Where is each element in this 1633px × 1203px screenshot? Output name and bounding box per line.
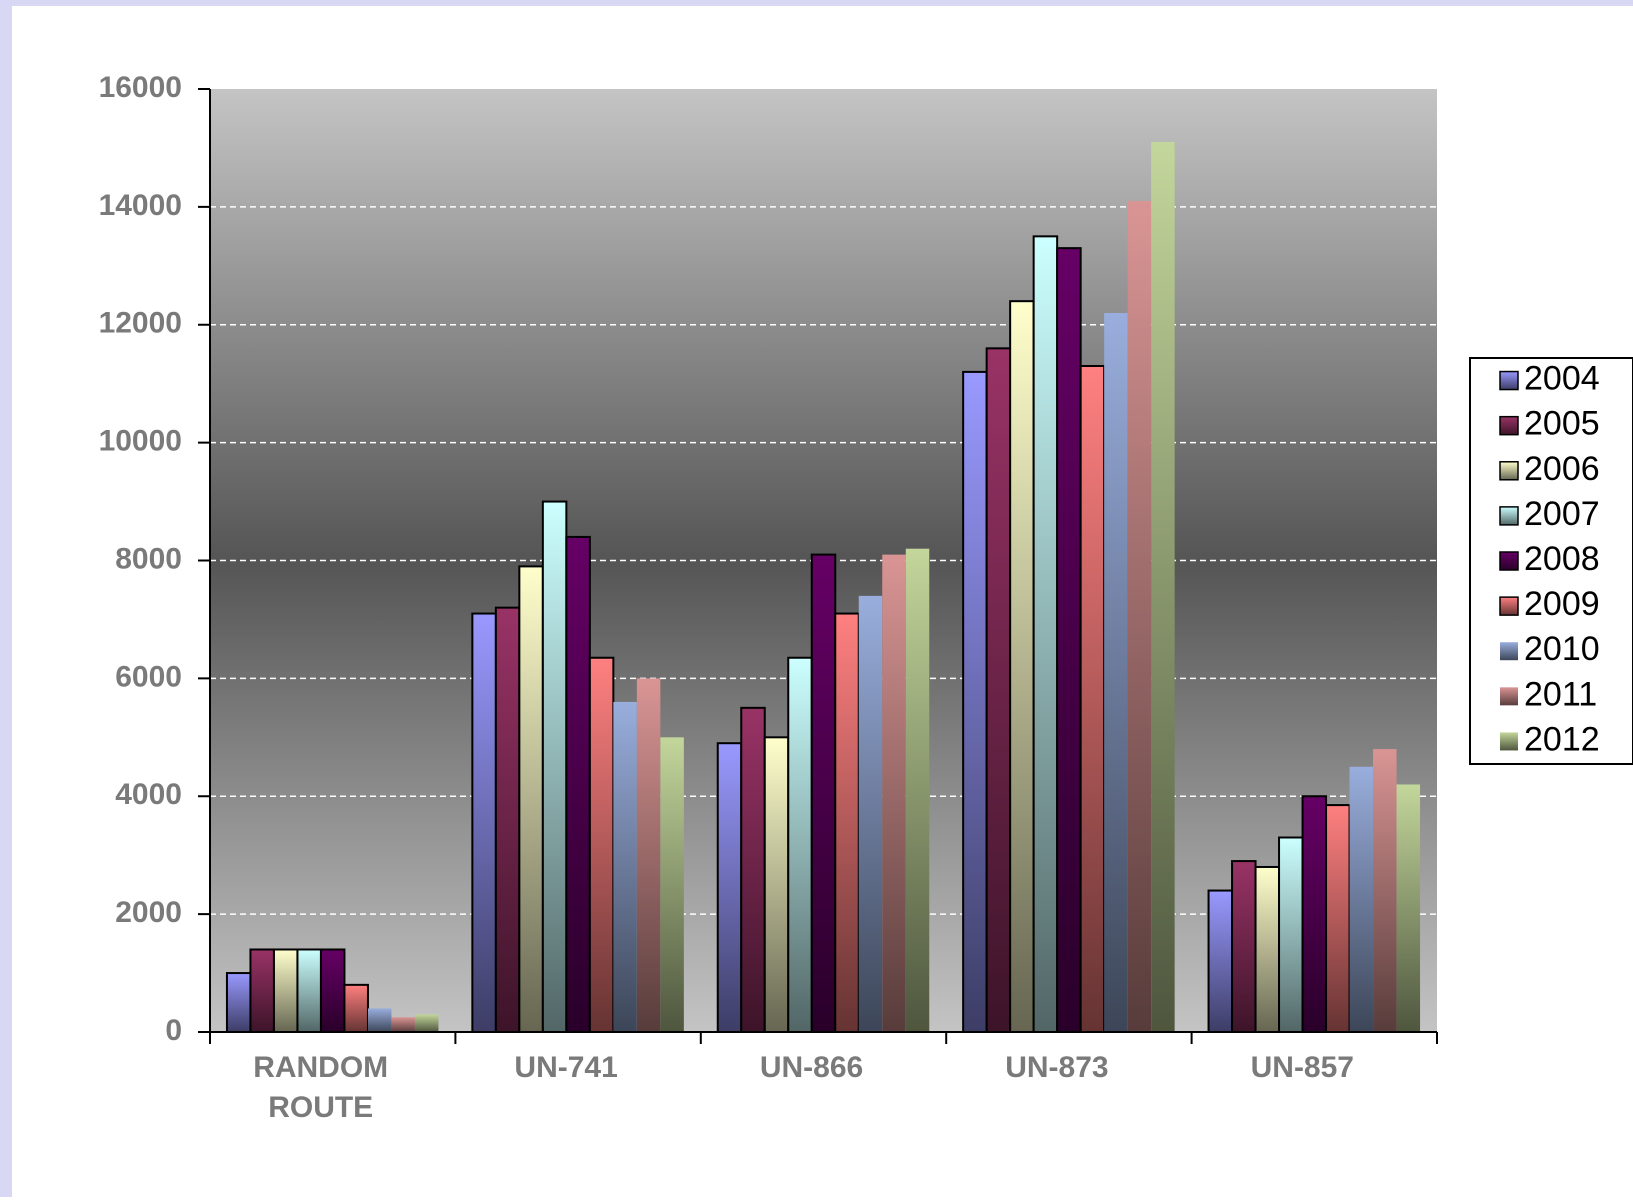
- legend-box: [1469, 357, 1633, 765]
- bar: [810, 553, 837, 1033]
- legend-swatch: [1499, 461, 1519, 481]
- bar: [1373, 749, 1397, 1032]
- legend-swatch: [1500, 687, 1518, 706]
- bar: [763, 736, 790, 1033]
- bar: [613, 701, 637, 1032]
- legend-swatch: [1500, 642, 1518, 661]
- bar: [367, 1008, 392, 1032]
- legend-label: 2010: [1524, 630, 1600, 668]
- x-tick-label: UN-857: [1250, 1051, 1354, 1084]
- bar: [985, 347, 1012, 1033]
- bar: [716, 742, 743, 1033]
- bar: [471, 612, 497, 1033]
- legend-swatch: [1499, 596, 1519, 616]
- y-tick-label: 12000: [99, 307, 182, 340]
- bar: [1325, 804, 1351, 1034]
- bar: [1278, 836, 1304, 1033]
- x-tick-label: UN-741: [514, 1051, 618, 1084]
- legend-swatch: [1499, 370, 1519, 391]
- bar: [660, 737, 684, 1032]
- bar: [1207, 889, 1234, 1033]
- bar: [518, 565, 544, 1033]
- legend-label: 2005: [1524, 405, 1600, 443]
- bar: [1104, 312, 1128, 1032]
- bar: [1032, 235, 1059, 1033]
- bar: [1079, 365, 1106, 1034]
- bar: [588, 656, 615, 1033]
- chart: 0 2000 4000 6000 8000 10000 12000 14000 16000 200…: [99, 71, 1633, 1047]
- legend-label: 2006: [1524, 450, 1600, 488]
- bar: [1349, 766, 1374, 1032]
- bar: [636, 678, 661, 1032]
- y-tick-label: 4000: [115, 778, 182, 811]
- bar: [272, 948, 299, 1033]
- bar: [541, 500, 568, 1033]
- bar: [414, 1014, 439, 1032]
- bar: [296, 948, 322, 1033]
- y-tick-label: 14000: [99, 189, 182, 222]
- legend-swatch: [1499, 506, 1519, 526]
- bar: [787, 656, 813, 1033]
- bar: [1056, 247, 1082, 1034]
- legend-label: 2008: [1524, 540, 1600, 578]
- bar: [1231, 860, 1257, 1033]
- bar: [962, 370, 988, 1033]
- x-tick-label: UN-866: [759, 1051, 864, 1084]
- y-tick-label: 8000: [115, 542, 182, 575]
- bar: [1301, 795, 1328, 1033]
- bar: [882, 554, 906, 1032]
- legend-label: 2012: [1524, 720, 1600, 758]
- y-tick-label: 0: [165, 1014, 182, 1047]
- bar: [1151, 142, 1175, 1032]
- bar: [391, 1017, 415, 1032]
- x-tick-label: UN-873: [1005, 1051, 1109, 1084]
- legend-label: 2011: [1524, 675, 1597, 713]
- legend-label: 2004: [1524, 360, 1600, 398]
- x-tick-label: RANDOM ROUTE: [253, 1051, 389, 1124]
- legend-swatch: [1500, 732, 1518, 751]
- bar: [565, 535, 591, 1033]
- legend-label: 2007: [1524, 495, 1600, 533]
- bar: [858, 595, 883, 1032]
- bar: [1009, 300, 1035, 1033]
- legend-swatch: [1499, 551, 1519, 571]
- legend-label: 2009: [1524, 585, 1600, 623]
- bar: [319, 948, 346, 1033]
- bar: [1396, 784, 1421, 1032]
- y-tick-label: 10000: [99, 425, 182, 458]
- bar: [1254, 865, 1281, 1033]
- bar: [494, 606, 521, 1034]
- bar: [225, 972, 252, 1033]
- y-tick-label: 16000: [99, 71, 182, 104]
- legend-swatch: [1499, 415, 1519, 436]
- bar: [1127, 200, 1152, 1032]
- y-tick-label: 2000: [115, 896, 182, 929]
- bar: [249, 948, 275, 1033]
- bar: [905, 548, 930, 1032]
- bar: [343, 983, 369, 1033]
- bar: [834, 612, 860, 1033]
- y-tick-label: 6000: [115, 660, 182, 693]
- bar: [740, 706, 766, 1033]
